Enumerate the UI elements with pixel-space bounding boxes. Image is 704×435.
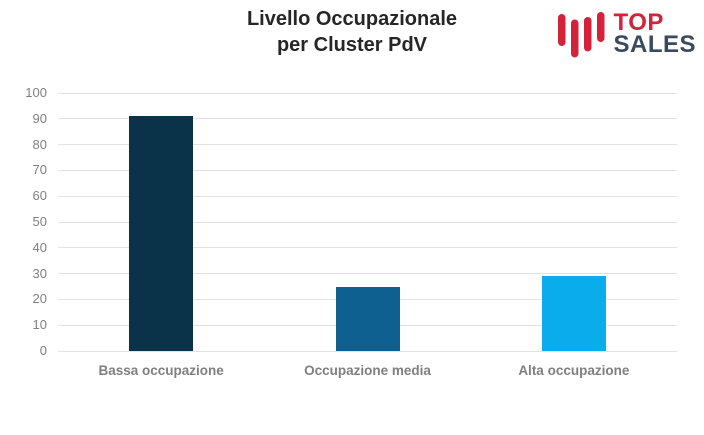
bar-bassa-occupazione <box>129 116 194 351</box>
bar-occupazione-media <box>335 286 400 351</box>
top-sales-logo: TOP SALES <box>558 10 696 58</box>
bar-chart-logo-icon <box>558 12 605 58</box>
x-axis-category-label-2: Occupazione media <box>304 363 431 378</box>
logo-text-sales: SALES <box>613 31 696 58</box>
gridline-y-100 <box>58 92 677 94</box>
y-axis-tick-label-60: 60 <box>32 188 47 204</box>
chart-title-line1: Livello Occupazionale <box>246 8 458 30</box>
x-axis-category-label-3: Alta occupazione <box>518 363 630 378</box>
y-axis-tick-label-80: 80 <box>32 136 47 152</box>
chart-title-line2: per Cluster PdV <box>276 34 428 56</box>
y-axis-tick-label-30: 30 <box>32 265 47 281</box>
bar-alta-occupazione <box>541 276 606 351</box>
y-axis-tick-label-20: 20 <box>32 291 47 307</box>
logo-wordmark: TOP SALES <box>613 9 696 58</box>
y-axis-tick-label-40: 40 <box>32 239 47 255</box>
y-axis-tick-label-100: 100 <box>25 85 47 100</box>
y-axis-tick-label-0: 0 <box>39 343 47 358</box>
y-axis-tick-label-50: 50 <box>32 214 47 229</box>
logo-text-top: TOP <box>613 9 664 36</box>
chart-title: Livello Occupazionale per Cluster PdV <box>0 6 704 58</box>
y-axis-tick-label-10: 10 <box>32 317 47 333</box>
y-axis-tick-label-70: 70 <box>32 162 47 178</box>
x-axis-category-label-1: Bassa occupazione <box>98 363 224 378</box>
y-axis-tick-label-90: 90 <box>32 110 47 126</box>
